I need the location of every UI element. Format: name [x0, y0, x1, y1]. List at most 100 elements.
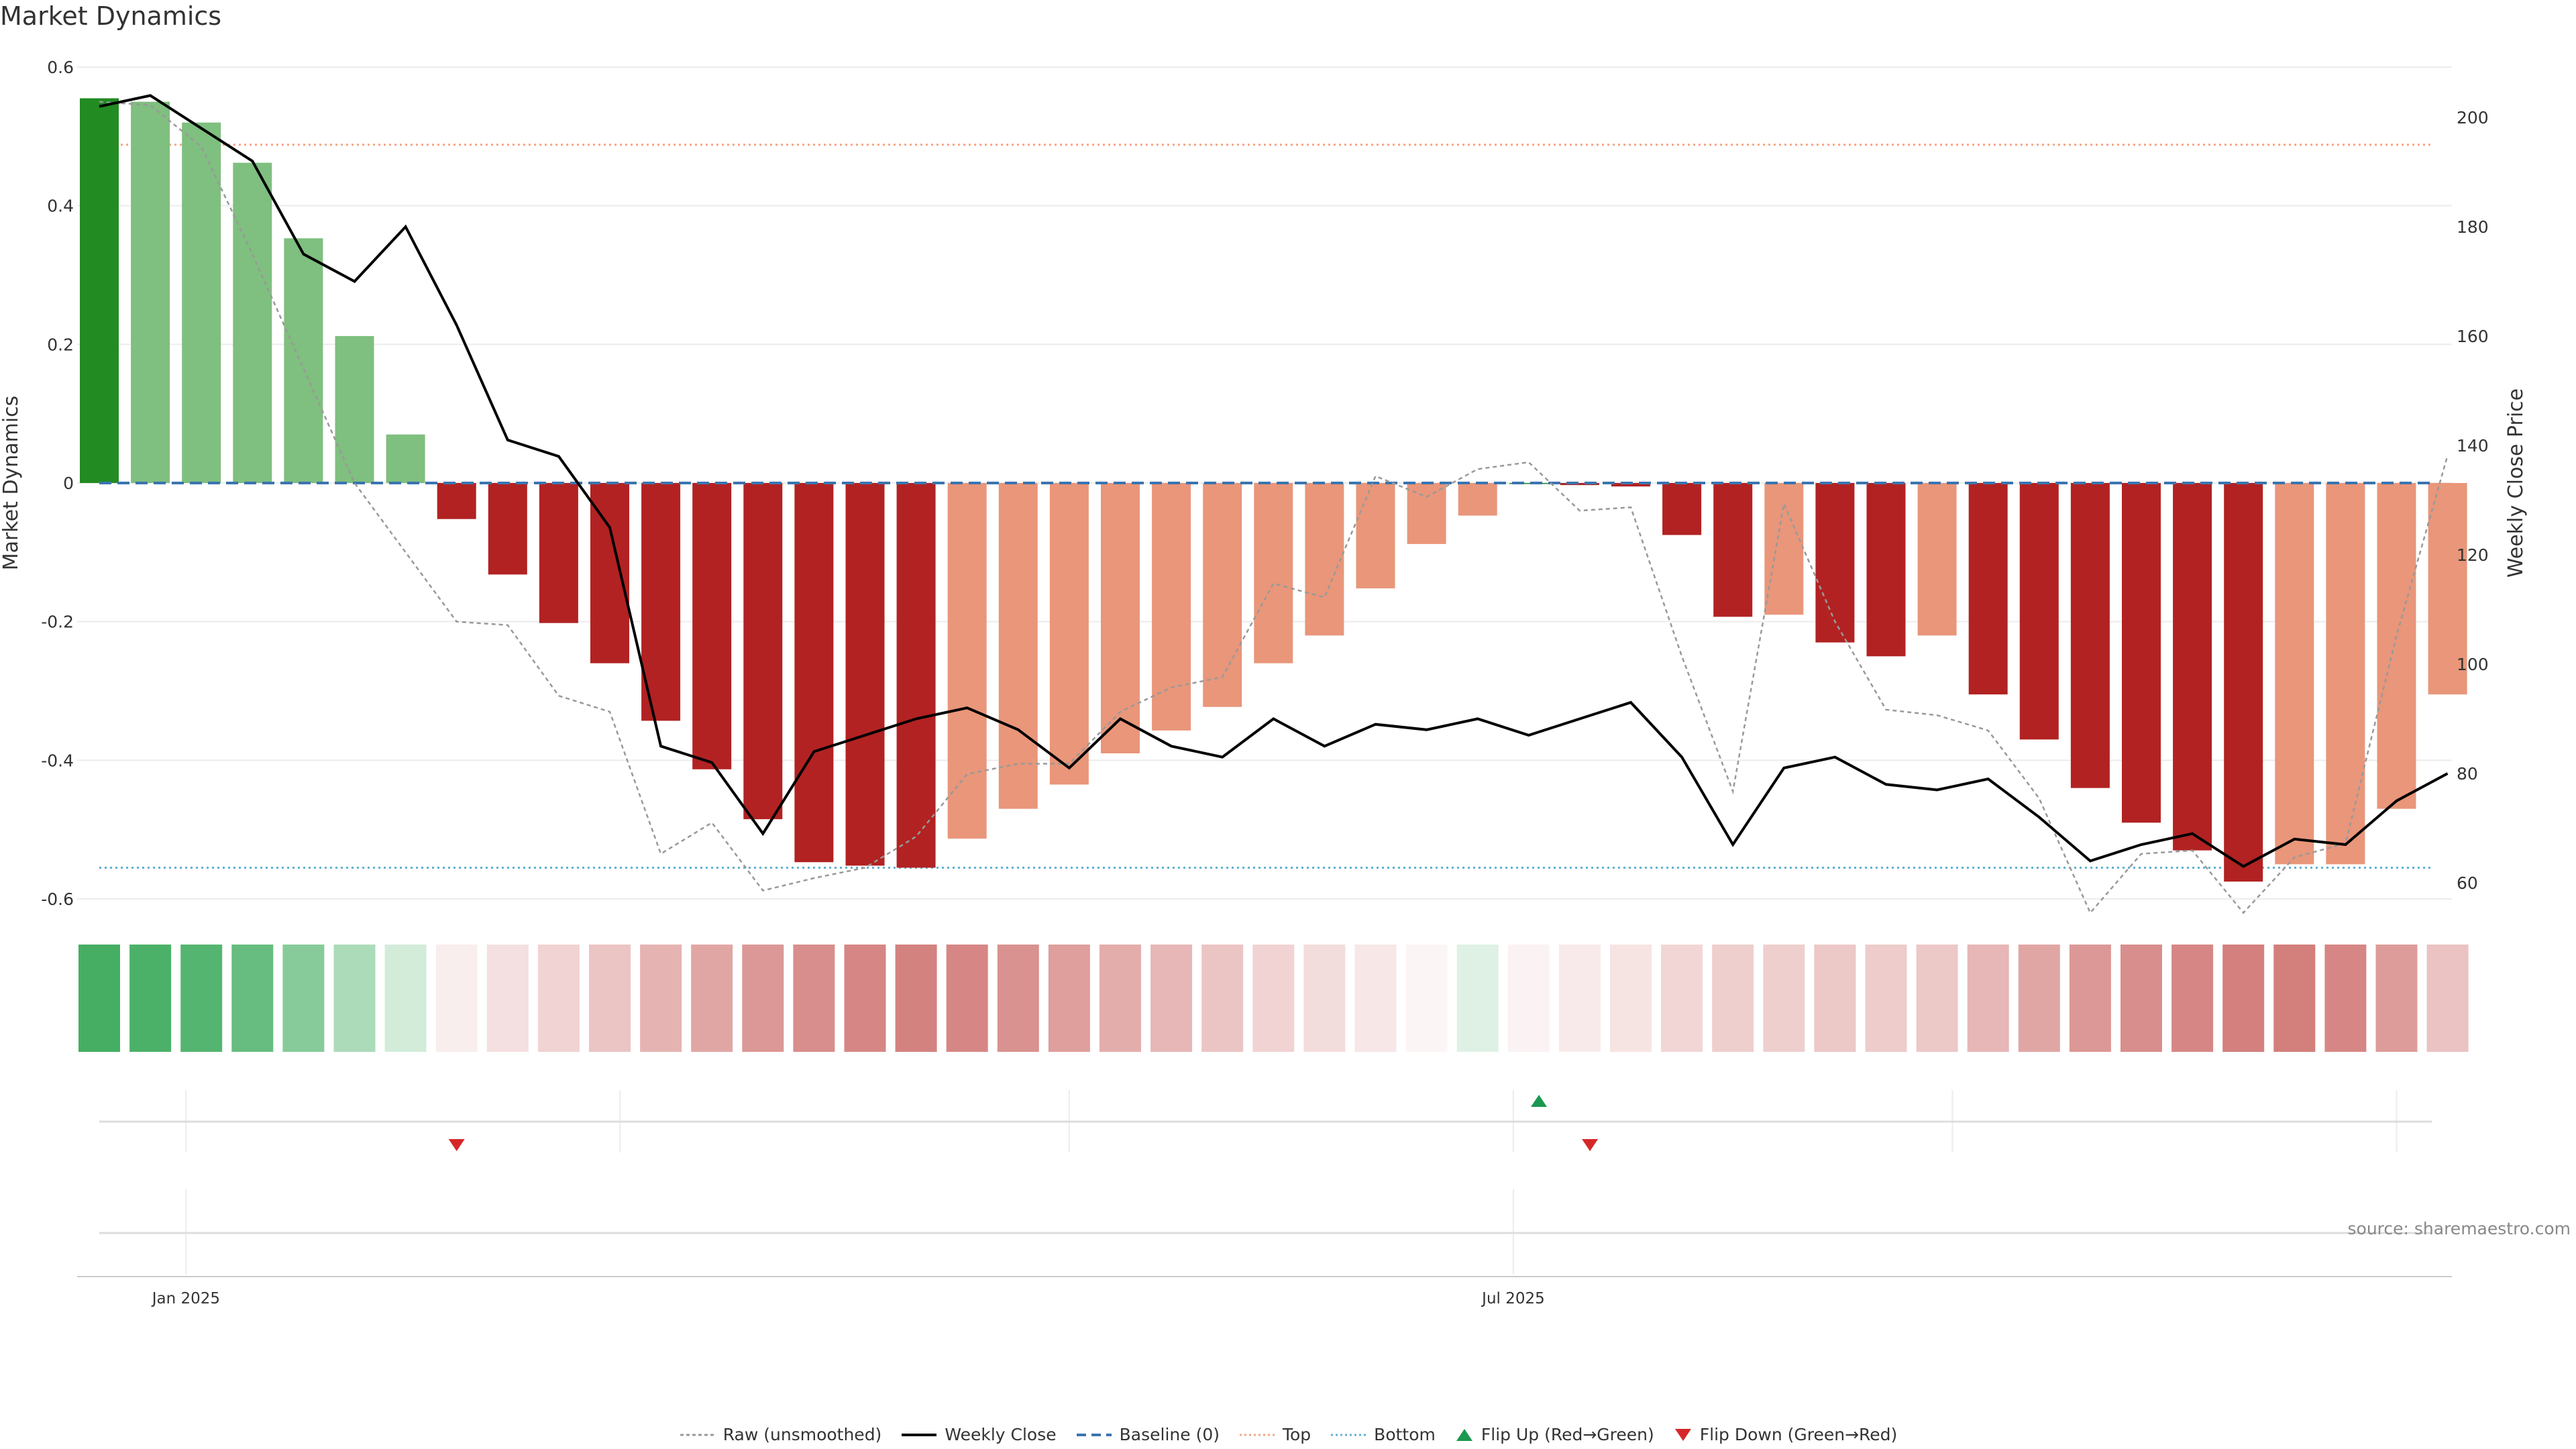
x-tick-label: Jan 2025 [151, 1290, 220, 1307]
heat-strip-cell [1967, 945, 2009, 1052]
y-tick-label: 0.6 [47, 58, 74, 77]
heat-strip-cell [1150, 945, 1193, 1052]
legend-label-raw: Raw (unsmoothed) [722, 1425, 882, 1444]
heat-strip [78, 945, 2469, 1052]
dynamics-bar [590, 483, 629, 663]
dynamics-bar [1458, 483, 1497, 516]
dynamics-bar [335, 335, 374, 483]
legend-item-top: Top [1238, 1425, 1311, 1444]
heat-strip-cell [742, 945, 784, 1052]
dynamics-bar [437, 483, 476, 519]
triangle-down-icon [1674, 1428, 1691, 1441]
dynamics-bar [1101, 483, 1140, 753]
legend-item-flip-down: Flip Down (Green→Red) [1673, 1425, 1898, 1444]
axes: 0.6 0.4 0.2 0 -0.2 -0.4 -0.6 200 180 160 140 120 100… [0, 58, 2528, 1307]
heat-strip-cell [1916, 945, 1958, 1052]
heat-strip-cell [1507, 945, 1550, 1052]
dynamics-bar [1764, 483, 1804, 615]
heat-strip-cell [2273, 945, 2316, 1052]
heat-strip-cell [486, 945, 529, 1052]
dynamics-bar [1203, 483, 1242, 707]
legend-label-close: Weekly Close [945, 1425, 1057, 1444]
y2-tick-label: 100 [2457, 655, 2489, 674]
reference-lines [99, 144, 2432, 869]
heat-strip-cell [1456, 945, 1499, 1052]
dynamics-bar [1305, 483, 1344, 636]
dynamics-bar [2224, 483, 2263, 882]
heat-strip-cell [1354, 945, 1397, 1052]
heat-strip-cell [180, 945, 223, 1052]
heat-strip-cell [2222, 945, 2265, 1052]
y-tick-label: 0.2 [47, 335, 74, 354]
dynamics-bar [845, 483, 885, 866]
heat-strip-cell [1201, 945, 1244, 1052]
flip-panel [77, 1090, 2452, 1277]
dynamics-bar [1917, 483, 1957, 636]
dynamics-bar [794, 483, 834, 863]
raw-line [99, 101, 2449, 915]
heat-strip-cell [1405, 945, 1448, 1052]
heat-strip-cell [1252, 945, 1295, 1052]
heat-strip-cell [844, 945, 886, 1052]
dynamics-bar [947, 483, 987, 839]
heat-strip-cell [1099, 945, 1141, 1052]
baseline-swatch-icon [1076, 1433, 1112, 1436]
dynamics-bar [1254, 483, 1293, 663]
legend-label-flip-up: Flip Up (Red→Green) [1481, 1425, 1654, 1444]
dynamics-bar [233, 162, 272, 483]
legend-item-close: Weekly Close [900, 1425, 1057, 1444]
heat-strip-cell [537, 945, 580, 1052]
dynamics-bar [1815, 483, 1855, 643]
heat-strip-cell [2069, 945, 2111, 1052]
y2-tick-label: 120 [2457, 545, 2489, 565]
flip-down-marker [1582, 1139, 1599, 1151]
top-line-swatch-icon [1239, 1434, 1275, 1436]
dynamics-bar [2070, 483, 2110, 788]
series-lines [99, 94, 2449, 915]
heat-strip-cell [435, 945, 478, 1052]
heat-strip-cell [282, 945, 325, 1052]
dynamics-bar [2377, 483, 2416, 809]
dynamics-bar [488, 483, 527, 575]
heat-strip-cell [1558, 945, 1601, 1052]
y2-tick-label: 160 [2457, 327, 2489, 346]
triangle-up-icon [1456, 1428, 1472, 1441]
legend: Raw (unsmoothed) Weekly Close Baseline (… [0, 1425, 2576, 1444]
dynamics-bar [641, 483, 681, 721]
legend-label-flip-down: Flip Down (Green→Red) [1699, 1425, 1898, 1444]
heat-strip-cell [333, 945, 376, 1052]
heat-strip-cell [2121, 945, 2162, 1052]
heat-strip-cell [1303, 945, 1346, 1052]
legend-item-raw: Raw (unsmoothed) [679, 1425, 882, 1444]
heat-strip-cell [1048, 945, 1090, 1052]
dynamics-bar [692, 483, 732, 769]
y2-tick-label: 140 [2457, 436, 2489, 455]
legend-label-bottom: Bottom [1374, 1425, 1436, 1444]
dynamics-bar [182, 122, 221, 483]
legend-item-bottom: Bottom [1330, 1425, 1436, 1444]
dynamics-bar [539, 483, 578, 623]
dynamics-bar [2275, 483, 2314, 865]
dynamics-bar [1049, 483, 1089, 785]
dynamics-bar [1662, 483, 1702, 535]
dynamics-bar [1968, 483, 2008, 695]
heat-strip-cell [691, 945, 733, 1052]
dynamics-bar [896, 483, 936, 868]
legend-item-flip-up: Flip Up (Red→Green) [1454, 1425, 1654, 1444]
y2-tick-label: 80 [2457, 764, 2478, 784]
y2-tick-label: 200 [2457, 108, 2489, 127]
close-line-swatch-icon [902, 1433, 937, 1436]
heat-strip-cell [2426, 945, 2469, 1052]
heat-strip-cell [384, 945, 427, 1052]
dynamics-bar [2019, 483, 2059, 740]
heat-strip-cell [78, 945, 120, 1052]
dynamics-bar [80, 98, 119, 483]
y2-tick-label: 180 [2457, 217, 2489, 237]
dynamics-bar [2428, 483, 2467, 695]
dynamics-bar [131, 101, 170, 483]
heat-strip-cell [1763, 945, 1805, 1052]
y-tick-label: -0.6 [41, 890, 74, 909]
heat-strip-cell [231, 945, 274, 1052]
x-tick-label: Jul 2025 [1481, 1290, 1545, 1307]
